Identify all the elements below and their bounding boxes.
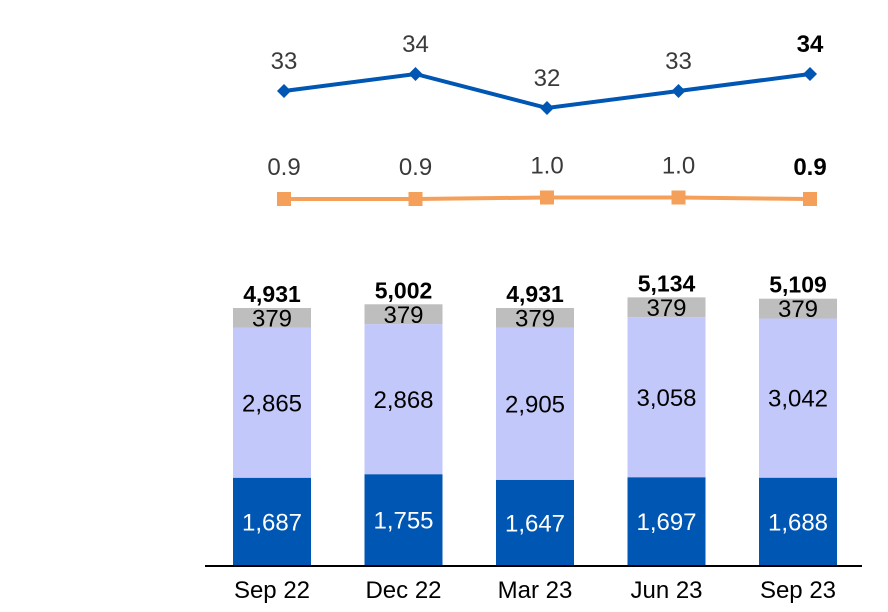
line-label-0-2: 32: [534, 65, 561, 92]
line-point-1-2: [540, 190, 554, 205]
line-label-1-3: 1.0: [662, 153, 695, 180]
line-point-0-1: [408, 67, 423, 81]
bar-segment-label-1-3: 3,058: [636, 385, 696, 412]
bar-total-label-3: 5,134: [638, 270, 696, 296]
bar-segment-0-4: [759, 477, 837, 566]
bar-segment-label-0-3: 1,697: [636, 509, 696, 536]
line-point-1-0: [277, 192, 291, 206]
bar-total-label-1: 5,002: [375, 277, 433, 303]
bar-segment-label-0-0: 1,687: [242, 510, 302, 537]
line-label-0-0: 33: [271, 48, 298, 75]
bar-total-label-2: 4,931: [506, 281, 564, 307]
bar-segment-1-0: [233, 327, 311, 478]
x-tick-label-3: Jun 23: [630, 577, 702, 604]
line-label-1-2: 1.0: [530, 153, 563, 180]
bar-segment-0-3: [627, 477, 706, 566]
line-point-0-2: [540, 101, 554, 115]
bar-segment-label-1-2: 2,905: [505, 391, 565, 418]
line-point-0-0: [277, 84, 291, 98]
line-label-1-1: 0.9: [399, 154, 432, 181]
bar-segment-1-2: [496, 327, 574, 480]
bar-segment-label-2-4: 379: [778, 296, 818, 323]
bar-segment-label-1-1: 2,868: [373, 387, 433, 414]
bar-total-label-0: 4,931: [243, 281, 301, 307]
bar-segment-label-2-3: 379: [646, 295, 686, 322]
bar-segment-0-1: [364, 474, 443, 566]
bar-segment-label-0-2: 1,647: [505, 511, 565, 538]
line-label-0-4: 34: [797, 31, 824, 58]
bar-segment-label-2-1: 379: [383, 302, 423, 329]
line-point-1-4: [803, 192, 817, 206]
bar-segment-2-4: [759, 298, 837, 319]
line-point-0-3: [671, 84, 686, 98]
line-label-1-0: 0.9: [267, 154, 300, 181]
bar-segment-label-2-2: 379: [515, 306, 555, 333]
bar-segment-label-0-1: 1,755: [373, 508, 433, 535]
bar-segment-1-4: [759, 318, 837, 478]
bar-segment-2-3: [627, 297, 706, 318]
bar-segment-label-0-4: 1,688: [768, 509, 828, 536]
bar-segment-label-1-4: 3,042: [768, 386, 828, 413]
x-tick-label-4: Sep 23: [760, 577, 836, 604]
x-tick-label-1: Dec 22: [365, 577, 441, 604]
bar-segment-0-0: [233, 477, 311, 566]
x-tick-labels: Sep 22 Dec 22 Mar 23 Jun 23 Sep 23: [234, 577, 836, 604]
line-label-1-4: 0.9: [793, 154, 826, 181]
line-point-0-4: [803, 67, 817, 81]
bar-segment-1-1: [364, 324, 443, 475]
line-label-0-1: 34: [402, 31, 429, 58]
bar-segment-2-1: [364, 304, 443, 325]
x-tick-label-2: Mar 23: [498, 577, 573, 604]
bar-segment-label-1-0: 2,865: [242, 390, 302, 417]
bar-total-label-4: 5,109: [769, 272, 827, 298]
line-label-0-3: 33: [665, 48, 692, 75]
bar-segment-label-2-0: 379: [252, 306, 292, 333]
lines-group: 33 34 32 33 34 0.9 0.9 1.0 1.0 0.9: [267, 31, 827, 206]
line-point-1-3: [671, 190, 686, 205]
bar-segment-0-2: [496, 479, 574, 566]
line-point-1-1: [408, 192, 423, 206]
bars-group: 1,6872,8653794,9311,7552,8683795,0021,64…: [233, 270, 837, 566]
bar-segment-2-0: [233, 308, 311, 328]
x-tick-label-0: Sep 22: [234, 577, 310, 604]
bar-segment-1-3: [627, 317, 706, 478]
bar-segment-2-2: [496, 308, 574, 328]
